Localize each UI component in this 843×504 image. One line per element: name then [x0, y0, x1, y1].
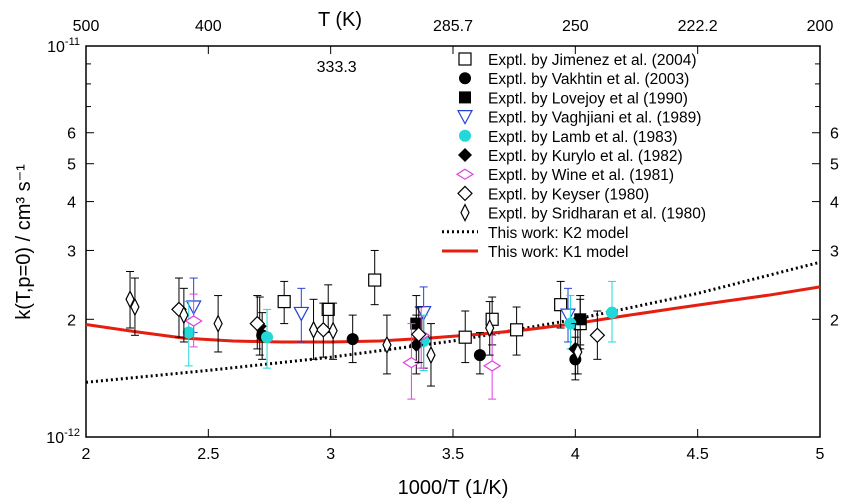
- data-point: [510, 323, 524, 337]
- legend-label: Exptl. by Vaghjiani et al. (1989): [488, 110, 701, 127]
- data-point: [130, 297, 140, 317]
- data-point: [125, 289, 135, 309]
- legend-swatch: [456, 109, 474, 125]
- x-tick-label: 4.5: [687, 446, 709, 463]
- legend-swatch: [459, 72, 471, 85]
- legend-label: This work: K2 model: [488, 225, 628, 242]
- top-tick-label: 200: [807, 18, 834, 35]
- data-point: [346, 333, 359, 346]
- top-tick-label: 285.7: [433, 18, 473, 35]
- top-tick-label: 222.2: [678, 18, 718, 35]
- data-point: [458, 330, 472, 344]
- y-tick-label: 10-12: [46, 427, 80, 447]
- data-point: [261, 331, 274, 344]
- legend-label: Exptl. by Sridharan et al. (1980): [488, 206, 706, 223]
- data-point: [564, 317, 577, 330]
- plot-frame: [85, 45, 821, 438]
- model-curves: [85, 260, 821, 384]
- data-point: [249, 315, 266, 332]
- data-points: [125, 249, 619, 400]
- y-tick-label: 10-11: [47, 36, 80, 56]
- data-point: [213, 314, 223, 333]
- y-tick-label: 5: [67, 157, 76, 174]
- x-tick-label: 3: [326, 446, 335, 463]
- data-point: [182, 326, 195, 339]
- k1-model-curve: [85, 285, 821, 344]
- y-tick-label: 4: [67, 195, 76, 212]
- legend-label: Exptl. by Jimenez et al. (2004): [488, 52, 697, 69]
- axis-ticks: 2 2.5 3 3.5 4 4.5 5 500 400 333.3 285.7 250 222.2 200…: [46, 18, 839, 463]
- legend-swatch: [455, 168, 475, 180]
- legend-label: Exptl. by Lovejoy et al (1990): [488, 90, 688, 107]
- y-tick-label-right: 3: [830, 243, 839, 260]
- legend-swatch: [458, 148, 472, 162]
- legend-label: Exptl. by Vakhtin et al. (2003): [488, 71, 689, 88]
- top-tick-label: 500: [73, 18, 100, 35]
- x-tick-label: 5: [816, 446, 825, 463]
- legend-label: Exptl. by Kurylo et al. (1982): [488, 148, 683, 165]
- data-point: [402, 356, 421, 369]
- y-axis-label: k(T,p=0) / cm³ s⁻¹: [13, 164, 35, 320]
- data-point: [308, 320, 319, 340]
- legend-swatch: [459, 129, 471, 142]
- top-axis-label: T (K): [318, 9, 362, 31]
- top-tick-label: 333.3: [317, 59, 357, 76]
- data-point: [573, 342, 583, 362]
- data-point: [328, 321, 338, 341]
- y-tick-label: 2: [67, 312, 76, 329]
- data-point: [410, 326, 427, 343]
- legend-label: Exptl. by Wine et al. (1981): [488, 167, 674, 184]
- data-point: [589, 327, 606, 344]
- legend-label: This work: K1 model: [488, 244, 628, 261]
- data-point: [426, 345, 436, 365]
- data-point: [485, 318, 495, 338]
- data-point: [293, 306, 310, 322]
- y-tick-label-right: 2: [830, 312, 839, 329]
- data-point: [574, 313, 587, 326]
- legend-label: Exptl. by Keyser (1980): [488, 186, 649, 203]
- legend-swatch: [458, 52, 472, 66]
- y-tick-label-right: 6: [830, 126, 839, 143]
- y-tick-label: 3: [67, 243, 76, 260]
- x-tick-label: 3.5: [442, 446, 464, 463]
- data-point: [554, 298, 568, 312]
- data-point: [559, 308, 576, 324]
- top-tick-label: 400: [195, 18, 222, 35]
- legend-label: Exptl. by Lamb et al. (1983): [488, 129, 678, 146]
- data-point: [184, 315, 203, 327]
- data-point: [606, 306, 619, 319]
- legend-swatch: [457, 185, 473, 202]
- data-point: [473, 349, 486, 362]
- legend: Exptl. by Jimenez et al. (2004) Exptl. by…: [442, 52, 706, 261]
- data-point: [382, 335, 392, 355]
- y-tick-label-right: 4: [830, 195, 839, 212]
- top-tick-label: 250: [562, 18, 589, 35]
- legend-swatch: [460, 203, 470, 222]
- data-point: [483, 360, 502, 372]
- data-point: [409, 337, 424, 352]
- data-point: [368, 273, 382, 287]
- y-tick-label: 6: [67, 126, 76, 143]
- x-tick-label: 2: [82, 446, 91, 463]
- legend-swatch: [459, 91, 471, 104]
- data-point: [179, 305, 189, 325]
- x-tick-label: 4: [571, 446, 580, 463]
- x-axis-label: 1000/T (1/K): [398, 477, 509, 499]
- y-tick-label-right: 5: [830, 157, 839, 174]
- data-point: [315, 321, 332, 338]
- data-point: [277, 294, 291, 309]
- data-point: [321, 302, 335, 317]
- x-tick-label: 2.5: [197, 446, 219, 463]
